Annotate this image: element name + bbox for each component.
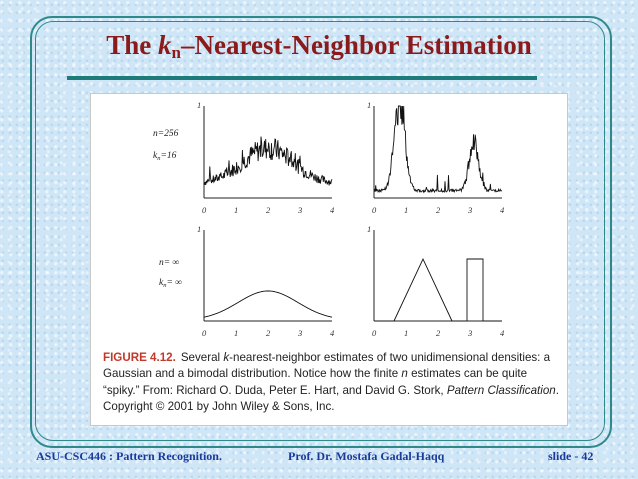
true-density-triangle: [374, 257, 467, 322]
x-tick-label: 0: [372, 328, 377, 338]
true-density-uniform: [466, 258, 502, 322]
x-tick-label: 3: [467, 328, 472, 338]
y-max-label: 1: [367, 224, 371, 234]
title-rest: –Nearest-Neighbor Estimation: [181, 30, 532, 60]
figure-caption: FIGURE 4.12. Several k-nearest-neighbor e…: [103, 350, 563, 416]
footer-author: Prof. Dr. Mostafa Gadal-Haqq: [288, 449, 445, 463]
figure-plots: 1 0 1 2 3 4 n=256 kn=16 1 0 1 2 3 4 1: [153, 100, 505, 338]
caption-label: FIGURE 4.12.: [103, 351, 176, 364]
caption-text: -nearest-neighbor estimates of two unidi…: [103, 351, 551, 381]
x-tick-label: 0: [202, 328, 207, 338]
figure-box: 1 0 1 2 3 4 n=256 kn=16 1 0 1 2 3 4 1: [90, 93, 568, 426]
true-density-gaussian: [203, 290, 333, 318]
x-tick-label: 1: [234, 205, 238, 215]
caption-text: . Copyright © 2001 by John Wiley & Sons,…: [103, 383, 559, 414]
slide-title: The kn–Nearest-Neighbor Estimation: [0, 30, 638, 63]
slide-frame-outer: [30, 16, 612, 448]
x-tick-label: 1: [404, 328, 408, 338]
footer-slide-number: slide - 42: [548, 449, 594, 463]
x-tick-label: 0: [372, 205, 377, 215]
title-k: k: [158, 30, 172, 60]
panel-bottom-left: 1 0 1 2 3 4 n= ∞ kn= ∞: [159, 224, 335, 338]
caption-n: n: [401, 367, 408, 381]
y-max-label: 1: [197, 100, 201, 110]
x-tick-label: 2: [436, 205, 441, 215]
slide-frame-inner: [35, 21, 605, 441]
x-tick-label: 2: [436, 328, 441, 338]
knn-estimate-bimodal-n256: [373, 105, 503, 194]
x-tick-label: 4: [330, 328, 335, 338]
caption-k: k: [223, 351, 230, 364]
panel-bottom-right: 1 0 1 2 3 4: [367, 224, 505, 338]
y-max-label: 1: [367, 100, 371, 110]
caption-text: Several: [180, 351, 224, 364]
caption-book-title: Pattern Classification: [446, 383, 556, 397]
x-tick-label: 3: [297, 328, 302, 338]
x-tick-label: 4: [330, 205, 335, 215]
param-n-label: n= ∞: [159, 258, 180, 268]
x-tick-label: 2: [266, 328, 271, 338]
panel-top-right: 1 0 1 2 3 4: [367, 100, 505, 215]
x-tick-label: 3: [467, 205, 472, 215]
title-prefix: The: [106, 30, 159, 60]
x-tick-label: 4: [500, 205, 505, 215]
y-max-label: 1: [197, 224, 201, 234]
x-tick-label: 0: [202, 205, 207, 215]
footer-course: ASU-CSC446 : Pattern Recognition.: [36, 449, 222, 463]
x-tick-label: 4: [500, 328, 505, 338]
x-tick-label: 1: [404, 205, 408, 215]
param-k-label: kn= ∞: [159, 278, 182, 289]
title-sub: n: [171, 43, 181, 62]
x-tick-label: 2: [266, 205, 271, 215]
x-tick-label: 3: [297, 205, 302, 215]
title-underline: [67, 76, 537, 80]
caption-text: estimates can be quite “spiky.” From: Ri…: [103, 367, 528, 397]
panel-top-left: 1 0 1 2 3 4 n=256 kn=16: [153, 100, 335, 215]
knn-estimate-gaussian-n256: [203, 136, 333, 186]
param-k-label: kn=16: [153, 151, 177, 162]
x-tick-label: 1: [234, 328, 238, 338]
param-n-label: n=256: [153, 129, 179, 139]
